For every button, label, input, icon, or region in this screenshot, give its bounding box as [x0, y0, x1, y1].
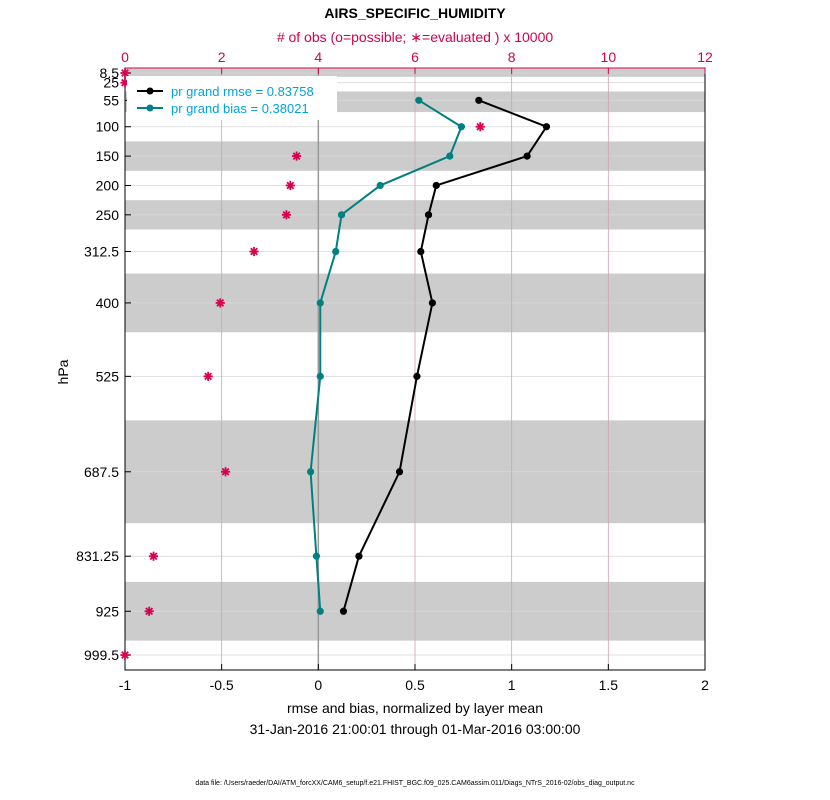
series-0-point-6	[428, 299, 436, 307]
top-tick-label-5: 10	[601, 49, 617, 65]
series-0-point-8	[395, 468, 404, 476]
x-tick-label-5: 1.5	[599, 677, 619, 693]
x-tick-label-0: -1	[119, 677, 132, 693]
legend-marker-rmse	[146, 87, 154, 95]
x-tick-label-2: 0	[314, 677, 322, 693]
top-axis-label: # of obs (o=possible; ∗=evaluated ) x 10…	[277, 29, 554, 45]
y-axis-label: hPa	[55, 359, 71, 384]
series-1-point-4	[337, 211, 346, 219]
x-tick-label-3: 0.5	[405, 677, 425, 693]
top-tick-label-1: 2	[218, 49, 226, 65]
y-tick-label-12: 925	[96, 603, 120, 619]
series-1-point-1	[457, 123, 465, 131]
chart-title: AIRS_SPECIFIC_HUMIDITY	[324, 5, 506, 21]
obs-count-marker-7	[249, 246, 259, 257]
obs-count-marker-8	[215, 298, 225, 308]
series-1-point-3	[376, 181, 384, 190]
series-1-point-6	[316, 299, 324, 307]
legend-box	[127, 76, 337, 120]
series-1-point-8	[307, 468, 315, 476]
data-file-footnote: data file: /Users/raeder/DAI/ATM_forcXX/…	[195, 780, 635, 787]
obs-count-marker-9	[203, 371, 213, 381]
y-tick-label-7: 312.5	[84, 244, 119, 260]
top-tick-label-6: 12	[697, 49, 713, 65]
obs-count-marker-11	[148, 551, 159, 561]
y-tick-label-3: 100	[96, 119, 120, 135]
series-0-point-1	[542, 123, 551, 131]
x-tick-label-4: 1	[508, 677, 516, 693]
series-0-point-7	[413, 372, 421, 380]
obs-count-marker-6	[281, 210, 292, 220]
y-tick-label-6: 250	[96, 207, 120, 223]
y-tick-label-0: 8.5	[100, 65, 120, 81]
obs-count-marker-10	[220, 467, 231, 477]
legend: pr grand rmse = 0.83758 pr grand bias = …	[127, 76, 337, 120]
x-tick-label-1: -0.5	[210, 677, 234, 693]
y-tick-label-8: 400	[96, 295, 120, 311]
series-1-point-7	[316, 372, 324, 380]
obs-count-marker-3	[475, 122, 485, 132]
series-0-point-0	[475, 96, 483, 104]
series-1-point-2	[446, 152, 454, 160]
y-tick-label-4: 150	[96, 148, 120, 164]
obs-count-marker-4	[291, 151, 302, 161]
y-tick-label-2: 55	[103, 92, 119, 108]
x-axis-label: rmse and bias, normalized by layer mean	[287, 700, 543, 716]
top-tick-label-4: 8	[508, 49, 516, 65]
y-tick-label-5: 200	[96, 177, 120, 193]
top-tick-label-3: 6	[411, 49, 419, 65]
series-0-point-5	[417, 247, 425, 256]
obs-count-marker-12	[144, 606, 154, 616]
legend-marker-bias	[146, 104, 154, 112]
date-range-label: 31-Jan-2016 21:00:01 through 01-Mar-2016…	[250, 721, 581, 737]
series-0-point-10	[339, 607, 348, 615]
series-0-point-4	[424, 211, 433, 219]
series-1-point-0	[415, 96, 423, 104]
legend-label-rmse: pr grand rmse = 0.83758	[171, 84, 314, 99]
series-0-point-9	[355, 552, 363, 560]
obs-count-marker-5	[285, 180, 295, 191]
y-tick-label-1: 25	[103, 75, 119, 91]
x-tick-label-6: 2	[701, 677, 709, 693]
top-tick-label-0: 0	[121, 49, 129, 65]
series-1-point-5	[332, 247, 340, 256]
obs-count-marker-0	[120, 68, 130, 78]
series-1-point-9	[312, 552, 320, 560]
series-0-point-3	[432, 181, 440, 190]
y-tick-label-10: 687.5	[84, 464, 119, 480]
top-tick-label-2: 4	[314, 49, 322, 65]
legend-label-bias: pr grand bias = 0.38021	[171, 101, 309, 116]
series-1-point-10	[316, 607, 324, 615]
y-tick-label-13: 999.5	[84, 647, 119, 663]
series-0-point-2	[523, 152, 531, 160]
y-tick-label-11: 831.25	[76, 548, 119, 564]
obs-count-marker-13	[120, 650, 130, 660]
y-tick-label-9: 525	[96, 368, 120, 384]
